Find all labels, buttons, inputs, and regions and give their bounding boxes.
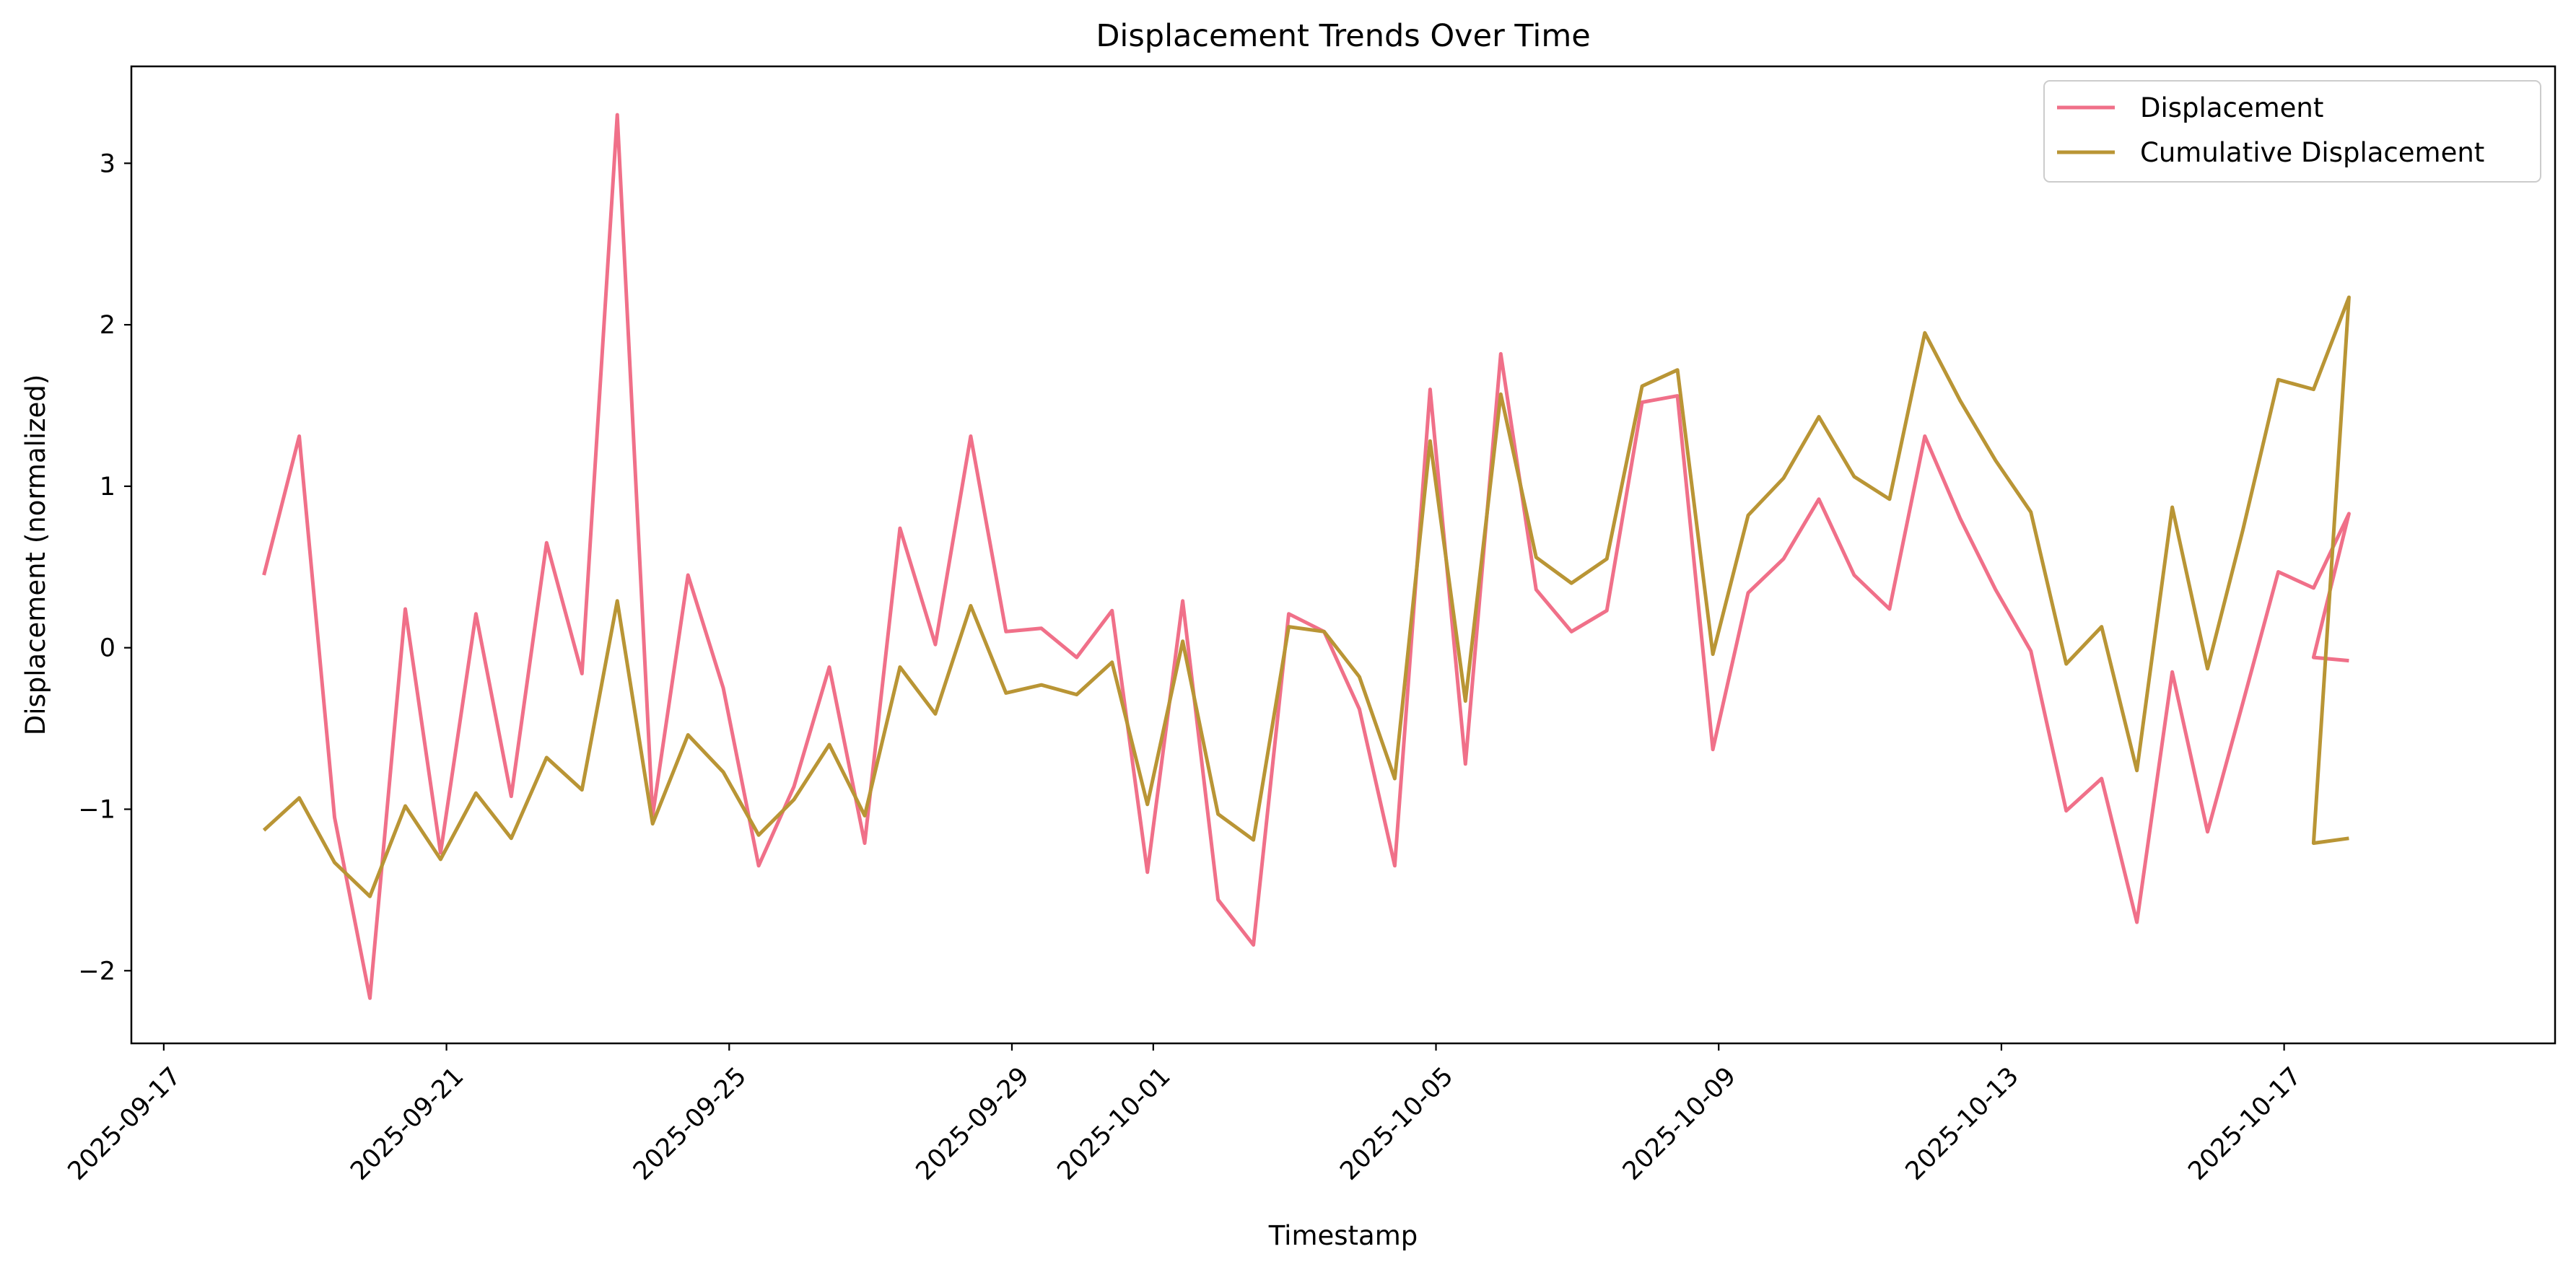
legend-label-displacement: Displacement: [2140, 92, 2323, 123]
x-tick-label: 2025-10-13: [1900, 1062, 2025, 1186]
x-tick-label: 2025-10-17: [2183, 1062, 2307, 1186]
x-tick-label: 2025-09-29: [911, 1062, 1035, 1186]
x-axis-label: Timestamp: [1268, 1220, 1418, 1251]
legend: Displacement Cumulative Displacement: [2043, 80, 2541, 183]
y-tick-label: −2: [78, 957, 115, 986]
y-tick-label: 1: [100, 473, 115, 501]
y-axis-label: Displacement (normalized): [20, 374, 51, 736]
x-tick-label: 2025-10-05: [1335, 1062, 1459, 1186]
x-tick-label: 2025-09-17: [63, 1062, 187, 1186]
x-tick-label: 2025-10-09: [1617, 1062, 1742, 1186]
y-tick-label: 0: [100, 634, 115, 663]
plot-area: [262, 113, 2351, 1000]
y-tick-label: 2: [100, 311, 115, 340]
series-line-displacement: [262, 113, 2351, 1000]
x-tick-label: 2025-10-01: [1052, 1062, 1176, 1186]
plot-frame: [130, 65, 2557, 1045]
y-tick-label: 3: [100, 149, 115, 178]
y-axis: −2 −1 0 1 2 3: [78, 149, 131, 986]
chart-title: Displacement Trends Over Time: [1096, 18, 1590, 54]
x-axis: 2025-09-17 2025-09-21 2025-09-25 2025-09-29…: [63, 1043, 2308, 1186]
legend-box: [2043, 80, 2541, 183]
legend-label-cumulative: Cumulative Displacement: [2140, 137, 2484, 168]
x-tick-label: 2025-09-21: [345, 1062, 469, 1186]
series-line-cumulative: [262, 295, 2351, 898]
y-tick-label: −1: [78, 795, 115, 824]
x-tick-label: 2025-09-25: [628, 1062, 752, 1186]
